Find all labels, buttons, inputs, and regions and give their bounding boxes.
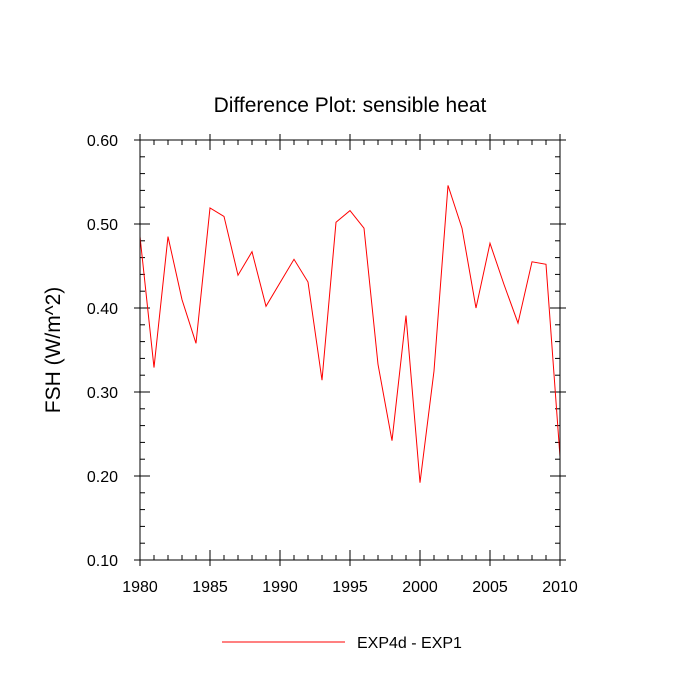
series-line xyxy=(139,185,561,483)
y-tick-label: 0.30 xyxy=(87,385,118,402)
y-tick-label: 0.10 xyxy=(87,553,118,570)
x-tick-label: 1985 xyxy=(192,579,228,596)
x-tick-label: 2010 xyxy=(542,579,578,596)
x-tick-label: 1980 xyxy=(122,579,158,596)
chart-title: Difference Plot: sensible heat xyxy=(214,94,487,117)
y-axis-title: FSH (W/m^2) xyxy=(42,287,65,414)
y-tick-label: 0.50 xyxy=(87,217,118,234)
series-group xyxy=(139,185,561,483)
x-tick-label: 2005 xyxy=(472,579,508,596)
y-tick-label: 0.20 xyxy=(87,469,118,486)
x-tick-label: 1995 xyxy=(332,579,368,596)
y-tick-label: 0.60 xyxy=(87,133,118,150)
plot-axes: 1980 1985 1990 1995 2000 2005 2010 0.10 0.20 0.30… xyxy=(87,133,578,596)
plot-frame xyxy=(139,139,561,561)
legend-label: EXP4d - EXP1 xyxy=(357,635,462,652)
x-tick-label: 1990 xyxy=(262,579,298,596)
y-tick-label: 0.40 xyxy=(87,301,118,318)
x-tick-label: 2000 xyxy=(402,579,438,596)
legend: EXP4d - EXP1 xyxy=(222,635,462,652)
